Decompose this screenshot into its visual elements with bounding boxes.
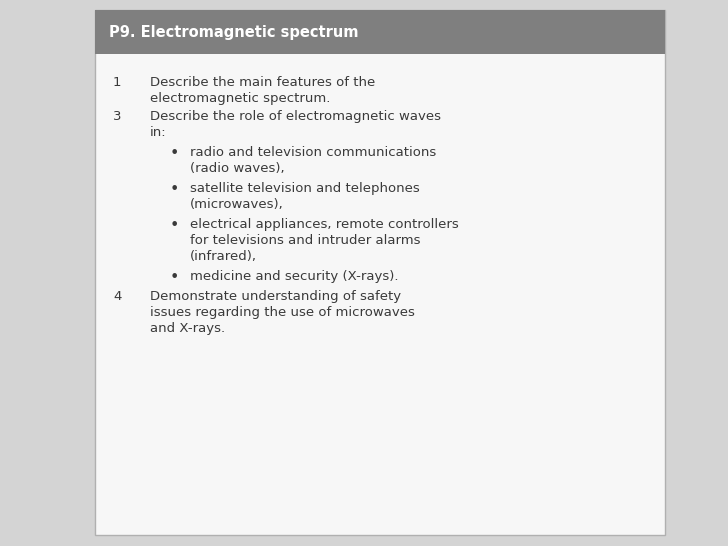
- Text: 4: 4: [113, 290, 122, 303]
- Text: •: •: [170, 218, 179, 233]
- FancyBboxPatch shape: [95, 10, 665, 54]
- Text: in:: in:: [150, 126, 167, 139]
- Text: P9. Electromagnetic spectrum: P9. Electromagnetic spectrum: [109, 25, 358, 39]
- Text: for televisions and intruder alarms: for televisions and intruder alarms: [190, 234, 421, 247]
- Text: and X-rays.: and X-rays.: [150, 322, 225, 335]
- Text: electrical appliances, remote controllers: electrical appliances, remote controller…: [190, 218, 459, 231]
- Text: Demonstrate understanding of safety: Demonstrate understanding of safety: [150, 290, 401, 303]
- Text: 3: 3: [113, 110, 122, 123]
- Text: Describe the role of electromagnetic waves: Describe the role of electromagnetic wav…: [150, 110, 441, 123]
- Text: satellite television and telephones: satellite television and telephones: [190, 182, 420, 195]
- Text: issues regarding the use of microwaves: issues regarding the use of microwaves: [150, 306, 415, 319]
- Text: radio and television communications: radio and television communications: [190, 146, 436, 159]
- Text: •: •: [170, 270, 179, 285]
- Text: •: •: [170, 182, 179, 197]
- Text: (infrared),: (infrared),: [190, 250, 257, 263]
- Text: electromagnetic spectrum.: electromagnetic spectrum.: [150, 92, 331, 105]
- Text: medicine and security (X-rays).: medicine and security (X-rays).: [190, 270, 398, 283]
- Text: 1: 1: [113, 76, 122, 89]
- Text: •: •: [170, 146, 179, 161]
- Text: (microwaves),: (microwaves),: [190, 198, 284, 211]
- Text: (radio waves),: (radio waves),: [190, 162, 285, 175]
- Text: Describe the main features of the: Describe the main features of the: [150, 76, 375, 89]
- FancyBboxPatch shape: [95, 10, 665, 535]
